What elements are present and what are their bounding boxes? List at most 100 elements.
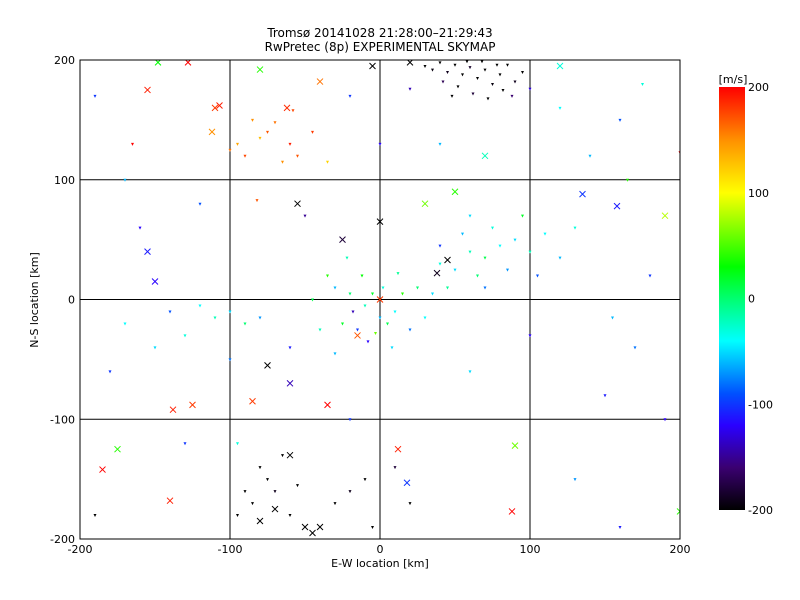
data-point — [438, 244, 442, 248]
data-point — [288, 142, 292, 146]
y-axis-ticks: -200 -100 0 100 200 — [50, 54, 75, 546]
data-point — [288, 346, 292, 350]
data-point-cross — [189, 401, 196, 409]
data-point — [441, 80, 445, 84]
data-point-cross — [144, 248, 151, 255]
data-point-cross — [271, 505, 279, 513]
data-point-cross — [208, 128, 216, 136]
data-point — [558, 256, 562, 260]
data-point — [258, 136, 262, 140]
data-point — [378, 142, 382, 146]
data-point — [108, 370, 112, 374]
data-point-cross — [613, 202, 621, 210]
data-point — [93, 514, 97, 518]
colorbar-label: [m/s] — [719, 73, 748, 86]
y-tick-label: -200 — [50, 533, 75, 546]
data-point — [393, 310, 397, 314]
data-point-cross — [286, 379, 294, 387]
data-point — [333, 286, 337, 290]
data-point-cross — [339, 236, 346, 243]
data-point — [266, 130, 269, 134]
data-point — [371, 526, 374, 530]
data-point-cross — [556, 62, 564, 70]
data-point-cross — [579, 190, 586, 198]
data-point — [236, 142, 239, 146]
x-tick-label: 200 — [670, 543, 691, 556]
data-point — [213, 316, 217, 320]
data-point-cross — [661, 212, 669, 220]
data-point — [468, 370, 472, 374]
colorbar — [719, 87, 745, 510]
data-point — [498, 244, 502, 248]
data-point — [663, 418, 667, 422]
data-point — [378, 316, 382, 320]
data-point — [303, 214, 307, 218]
data-point — [348, 490, 352, 494]
data-point — [506, 63, 509, 67]
data-point — [483, 68, 487, 72]
data-point-cross — [166, 497, 174, 505]
data-point — [483, 286, 487, 290]
data-point-cross — [376, 296, 384, 303]
data-point — [450, 94, 454, 98]
data-point — [468, 250, 472, 254]
colorbar-tick-label: 200 — [748, 81, 769, 94]
data-point — [573, 226, 577, 230]
data-point — [461, 232, 464, 236]
data-point — [536, 274, 539, 278]
chart-title: Tromsø 20141028 21:28:00–21:29:43 — [266, 26, 492, 40]
data-point — [431, 292, 434, 296]
data-point — [491, 226, 494, 230]
data-point — [465, 60, 469, 64]
data-point — [438, 262, 442, 266]
data-point — [333, 502, 337, 506]
y-axis-label: N-S location [km] — [28, 252, 41, 348]
colorbar-tick-label: -200 — [748, 504, 773, 517]
data-point — [351, 310, 355, 314]
data-point — [273, 490, 277, 494]
data-point — [311, 298, 314, 302]
data-point — [446, 286, 449, 290]
data-point — [326, 274, 329, 278]
data-point — [198, 202, 202, 206]
data-point-cross — [256, 517, 264, 525]
chart-subtitle: RwPretec (8p) EXPERIMENTAL SKYMAP — [265, 40, 496, 54]
data-point — [603, 394, 607, 398]
data-point — [588, 154, 592, 158]
data-point — [491, 82, 494, 86]
data-point — [198, 304, 202, 308]
data-point — [266, 478, 269, 482]
data-point — [123, 178, 127, 182]
data-point — [243, 154, 247, 158]
data-points — [93, 60, 680, 537]
data-point-cross — [403, 479, 411, 487]
data-point — [345, 256, 349, 260]
data-point — [381, 286, 385, 290]
data-point — [183, 334, 187, 338]
data-point-cross — [294, 200, 301, 208]
data-point — [281, 454, 284, 458]
data-point — [348, 94, 352, 98]
data-point — [408, 87, 412, 91]
data-point — [408, 328, 412, 332]
data-point — [360, 274, 364, 278]
data-point-cross — [286, 451, 294, 459]
data-point — [333, 352, 337, 356]
data-point — [513, 80, 517, 84]
data-point — [408, 502, 412, 506]
data-point-cross — [283, 104, 291, 112]
data-point — [483, 256, 487, 260]
data-point — [453, 268, 457, 272]
plot-frame — [79, 59, 681, 540]
data-point-cross — [354, 332, 361, 339]
data-point — [288, 514, 292, 518]
data-point-cross — [316, 78, 324, 85]
data-point — [423, 316, 427, 320]
y-tick-label: 100 — [54, 174, 75, 187]
data-point — [228, 148, 232, 152]
x-tick-label: 0 — [377, 543, 384, 556]
colorbar-tick-label: -100 — [748, 398, 773, 411]
data-point — [543, 232, 547, 236]
x-tick-label: 100 — [520, 543, 541, 556]
